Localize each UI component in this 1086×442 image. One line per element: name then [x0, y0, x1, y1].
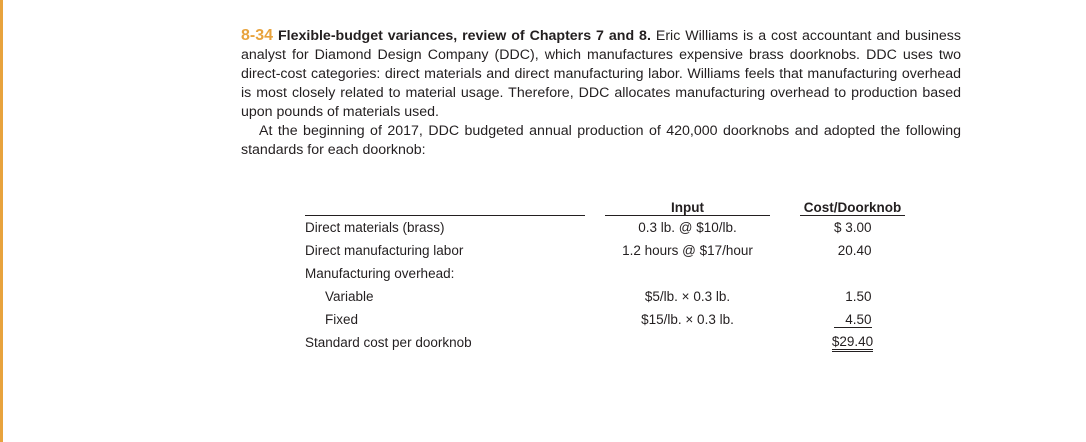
problem-text: 8-34 Flexible-budget variances, review o… — [241, 26, 961, 160]
table-row: Variable $5/lb. × 0.3 lb. 1.50 — [305, 285, 905, 308]
problem-paragraph-1: 8-34 Flexible-budget variances, review o… — [241, 26, 961, 122]
row-label: Direct manufacturing labor — [305, 243, 464, 258]
row-input — [605, 331, 770, 354]
row-input: 0.3 lb. @ $10/lb. — [638, 220, 737, 235]
row-input: $15/lb. × 0.3 lb. — [641, 312, 734, 327]
problem-paragraph-2: At the beginning of 2017, DDC budgeted a… — [241, 123, 961, 158]
table-row: Direct manufacturing labor 1.2 hours @ $… — [305, 239, 905, 262]
table-row: Direct materials (brass) 0.3 lb. @ $10/l… — [305, 215, 905, 239]
row-input: $5/lb. × 0.3 lb. — [644, 289, 731, 304]
left-margin-rule — [0, 0, 3, 442]
row-cost-total: $29.40 — [831, 334, 874, 352]
header-input: Input — [605, 192, 770, 216]
row-label: Fixed — [325, 312, 359, 327]
problem-title: Flexible-budget variances, review of Cha… — [277, 28, 651, 44]
table-row: Manufacturing overhead: — [305, 262, 905, 285]
row-cost: 1.50 — [845, 289, 872, 304]
problem-number: 8-34 — [241, 27, 274, 44]
row-label: Manufacturing overhead: — [305, 266, 455, 281]
header-cost: Cost/Doorknob — [800, 192, 905, 216]
row-label: Direct materials (brass) — [305, 215, 585, 239]
standards-table: Input Cost/Doorknob Direct materials (br… — [305, 192, 905, 354]
row-input: 1.2 hours @ $17/hour — [622, 243, 753, 258]
paragraph-1-text: Eric Williams is a cost accountant and b… — [241, 28, 961, 120]
table-header-row: Input Cost/Doorknob — [305, 192, 905, 216]
row-cost: 20.40 — [837, 243, 872, 258]
row-cost: $ 3.00 — [833, 220, 872, 235]
row-input — [605, 262, 770, 285]
row-label: Variable — [325, 289, 374, 304]
row-cost: 4.50 — [833, 312, 872, 328]
table-row: Fixed $15/lb. × 0.3 lb. 4.50 — [305, 308, 905, 331]
row-label: Standard cost per doorknob — [305, 335, 472, 350]
table-row: Standard cost per doorknob $29.40 — [305, 331, 905, 354]
